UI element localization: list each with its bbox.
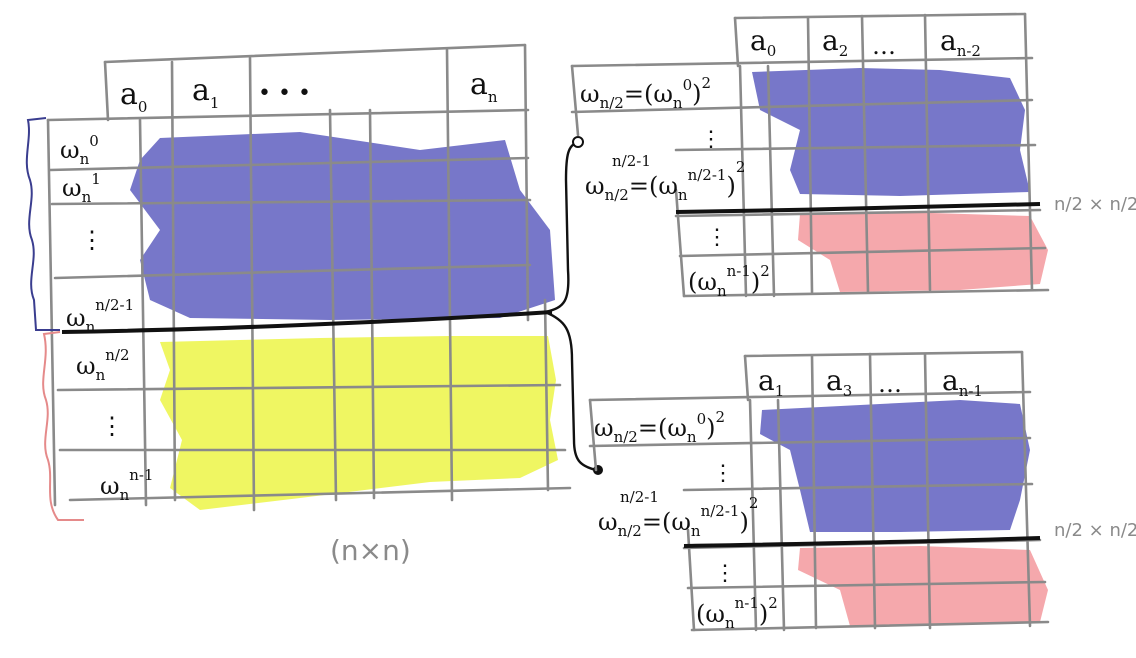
even-col-dots: …	[872, 32, 896, 60]
main-top-brace	[25, 117, 60, 331]
even-connector-node	[572, 136, 584, 148]
main-col-a0: a0	[120, 77, 147, 116]
even-row-label-3: (ωnn-1)2	[688, 262, 770, 300]
connector-to-odd	[544, 310, 597, 472]
even-row-vdots: ⋮	[700, 127, 722, 152]
main-grid	[46, 43, 572, 512]
even-size-label: n/2 × n/2	[1054, 194, 1136, 215]
main-row-vdots-1: ⋮	[80, 226, 104, 254]
main-col-an: an	[470, 67, 498, 106]
even-col-a2: a2	[822, 24, 848, 60]
even-submatrix: a0 a2 … an-2 ωn/2=(ωn0)2 ⋮ n/2-1 ωn/2=(ω…	[570, 12, 1136, 300]
main-column-headers: a0 a1 • • • an	[120, 67, 498, 116]
main-row-wn-1: ωnn-1	[100, 466, 154, 504]
odd-half-divider	[683, 536, 1041, 548]
main-row-w0: ωn0	[60, 132, 99, 168]
main-row-wn2-1: ωnn/2-1	[66, 296, 134, 336]
even-row-label-2-top: n/2-1	[612, 152, 651, 170]
even-row-label-2: ωn/2=(ωnn/2-1)2	[585, 158, 745, 204]
odd-submatrix: a1 a3 … an-1 ωn/2=(ωn0)2 ⋮ n/2-1 ωn/2=(ω…	[588, 350, 1136, 632]
odd-row-label-3: (ωnn-1)2	[696, 594, 778, 632]
even-row-vdots-2: ⋮	[706, 225, 728, 250]
odd-row-label-2-top: n/2-1	[620, 488, 659, 506]
main-col-dots: • • •	[258, 81, 311, 106]
main-row-wn2: ωnn/2	[76, 346, 130, 384]
even-half-divider	[675, 202, 1041, 214]
even-row-labels: ωn/2=(ωn0)2 ⋮ n/2-1 ωn/2=(ωnn/2-1)2 ⋮ (ω…	[580, 74, 770, 300]
main-row-w1: ωn1	[62, 170, 101, 206]
main-matrix: a0 a1 • • • an ωn0 ωn1 ⋮ ωnn/2-1 ωnn/2 ⋮…	[25, 43, 572, 567]
odd-column-headers: a1 a3 … an-1	[758, 364, 983, 400]
odd-col-an-1: an-1	[942, 364, 983, 400]
main-row-labels: ωn0 ωn1 ⋮ ωnn/2-1 ωnn/2 ⋮ ωnn-1	[60, 132, 154, 504]
main-row-vdots-2: ⋮	[100, 412, 124, 440]
odd-col-a1: a1	[758, 364, 784, 400]
odd-row-label-2: ωn/2=(ωnn/2-1)2	[598, 494, 758, 540]
odd-grid	[588, 350, 1050, 632]
odd-top-fill	[760, 400, 1030, 532]
even-grid	[570, 12, 1050, 298]
main-bottom-half-fill	[160, 336, 558, 510]
even-column-headers: a0 a2 … an-2	[750, 24, 981, 60]
main-bottom-brace	[42, 331, 84, 521]
even-row-label-1: ωn/2=(ωn0)2	[580, 74, 711, 112]
connector-to-even	[544, 140, 579, 314]
odd-row-labels: ωn/2=(ωn0)2 ⋮ n/2-1 ωn/2=(ωnn/2-1)2 ⋮ (ω…	[594, 408, 778, 632]
even-bottom-fill	[798, 212, 1048, 292]
split-connectors	[544, 140, 597, 472]
odd-col-dots: …	[878, 370, 902, 398]
main-col-a1: a1	[192, 73, 219, 112]
odd-row-vdots: ⋮	[712, 461, 734, 486]
even-col-a0: a0	[750, 24, 776, 60]
odd-bottom-fill	[798, 546, 1048, 626]
odd-size-label: n/2 × n/2	[1054, 520, 1136, 541]
odd-row-vdots-2: ⋮	[714, 561, 736, 586]
odd-row-label-1: ωn/2=(ωn0)2	[594, 408, 725, 446]
even-top-fill	[752, 68, 1030, 196]
main-size-caption: (n×n)	[330, 534, 411, 567]
odd-col-a3: a3	[826, 364, 852, 400]
even-col-an-2: an-2	[940, 24, 981, 60]
main-half-divider	[61, 310, 553, 334]
